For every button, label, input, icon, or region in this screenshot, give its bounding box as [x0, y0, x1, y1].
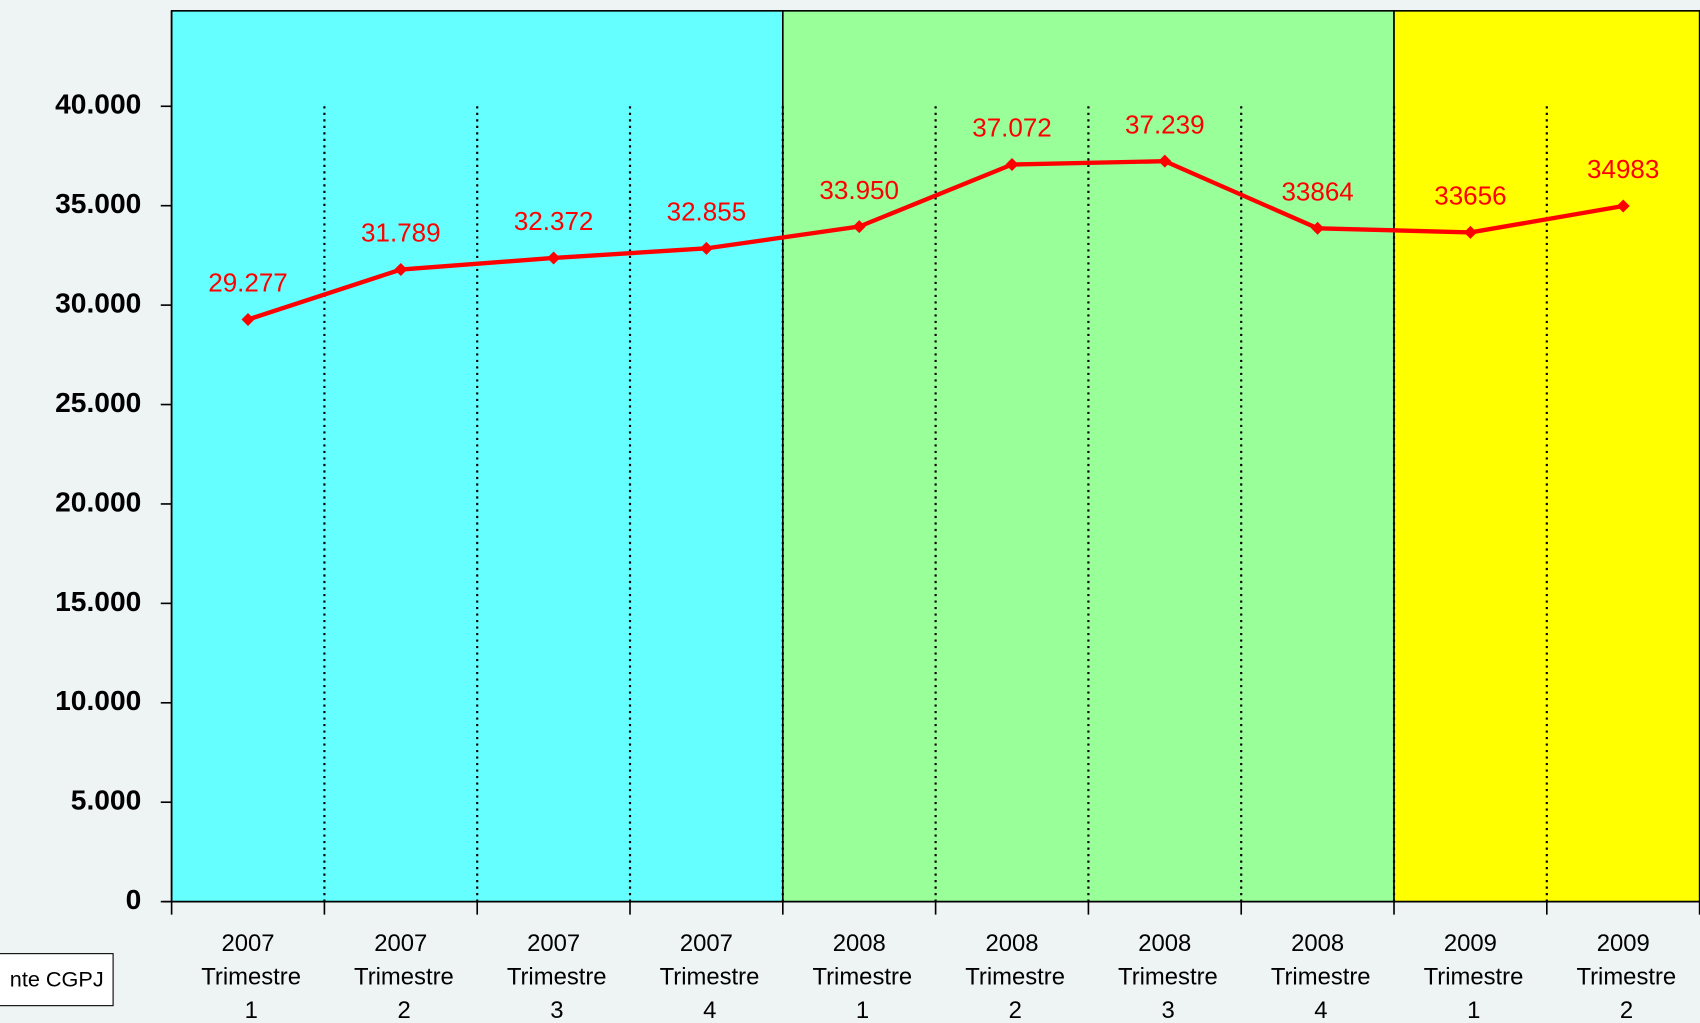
x-tick-label: 2008 Trimestre 2 [959, 930, 1065, 1023]
x-tick-label: 2009 Trimestre 1 [1417, 930, 1523, 1023]
y-tick-label: 40.000 [55, 88, 141, 120]
data-label: 33656 [1434, 181, 1506, 211]
x-tick-label: 2008 Trimestre 4 [1265, 930, 1371, 1023]
year-band [1393, 10, 1700, 903]
x-tick-label: 2009 Trimestre 2 [1570, 930, 1676, 1023]
x-tick-label: 2007 Trimestre 2 [348, 930, 454, 1023]
y-tick-label: 15.000 [55, 585, 141, 617]
source-box [0, 953, 114, 1007]
year-band [781, 10, 1395, 903]
y-tick-label: 35.000 [55, 187, 141, 219]
data-point [547, 251, 561, 265]
data-label: 31.789 [361, 218, 441, 248]
data-label: 34983 [1587, 154, 1659, 184]
data-label: 29.277 [208, 268, 288, 298]
x-tick-label: 2007 Trimestre 3 [501, 930, 607, 1023]
source: nte CGPJ [10, 966, 104, 991]
data-label: 37.072 [972, 113, 1052, 143]
data-label: 33864 [1281, 176, 1353, 206]
data-label: 33.950 [819, 175, 899, 205]
data-point [1158, 154, 1172, 168]
data-point [241, 312, 255, 326]
y-tick-label: 30.000 [55, 287, 141, 319]
data-label: 32.855 [667, 197, 747, 227]
data-point [1616, 199, 1630, 213]
y-tick-label: 25.000 [55, 386, 141, 418]
data-line [247, 159, 1624, 322]
x-tick-label: 2007 Trimestre 4 [653, 930, 759, 1023]
data-point [1463, 225, 1477, 239]
data-label: 37.239 [1125, 109, 1205, 139]
y-tick-label: 20.000 [55, 485, 141, 517]
data-point [394, 263, 408, 277]
y-tick-label: 5.000 [71, 784, 141, 816]
x-tick-label: 2007 Trimestre 1 [195, 930, 301, 1023]
x-tick-label: 2008 Trimestre 1 [806, 930, 912, 1023]
x-tick-label: 2008 Trimestre 3 [1112, 930, 1218, 1023]
y-tick-label: 10.000 [55, 684, 141, 716]
data-label: 32.372 [514, 206, 594, 236]
data-point [699, 241, 713, 255]
year-band [170, 10, 784, 903]
y-tick-label: 0 [126, 883, 142, 915]
data-point [1005, 157, 1019, 172]
